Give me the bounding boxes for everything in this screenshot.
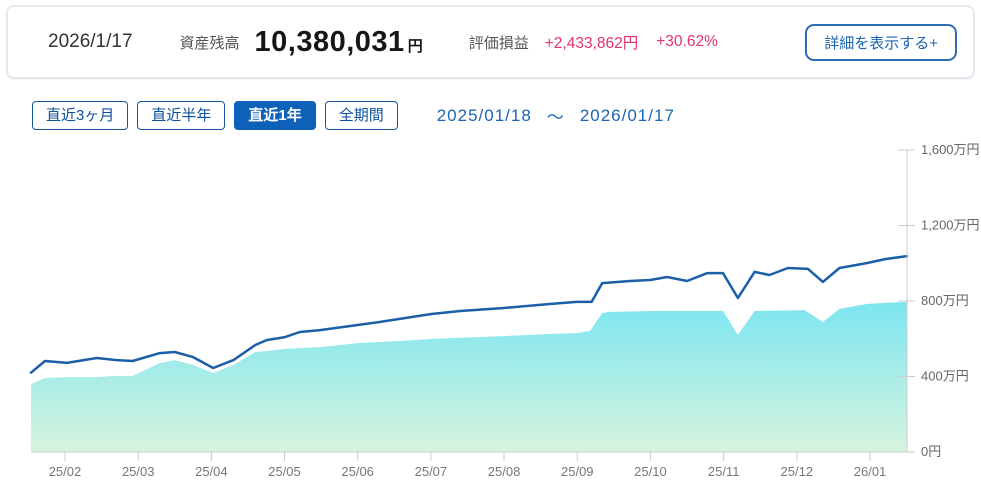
x-axis-label: 25/10 xyxy=(634,464,667,479)
x-axis-label: 25/08 xyxy=(488,464,521,479)
tab-all-period[interactable]: 全期間 xyxy=(324,101,398,130)
y-axis-label: 800万円 xyxy=(921,293,969,308)
balance-unit: 円 xyxy=(407,37,423,55)
x-axis-label: 25/12 xyxy=(781,464,814,479)
x-axis-label: 25/02 xyxy=(49,464,82,479)
y-axis-label: 400万円 xyxy=(921,369,969,384)
pl-amount: +2,433,862円 xyxy=(544,35,639,52)
tab-last-1-year[interactable]: 直近1年 xyxy=(234,101,316,130)
range-separator: ～ xyxy=(546,108,565,127)
as-of-date: 2026/1/17 xyxy=(48,31,133,52)
x-axis-label: 25/09 xyxy=(561,464,594,479)
total-assets-line-series xyxy=(29,254,909,374)
invested-amount-area-series xyxy=(31,301,907,452)
x-axis-label: 25/11 xyxy=(708,464,740,479)
balance: 10,380,031 円 xyxy=(255,26,423,59)
summary-card: 2026/1/17 資産残高 10,380,031 円 評価損益 +2,433,… xyxy=(6,5,975,79)
tab-last-6-months[interactable]: 直近半年 xyxy=(137,101,226,130)
show-details-button[interactable]: 詳細を表示する+ xyxy=(805,23,957,61)
range-end-date: 2026/01/17 xyxy=(579,105,675,125)
x-axis-label: 25/06 xyxy=(341,464,374,479)
pl-percent: +30.62% xyxy=(656,33,718,50)
date-range: 2025/01/18 ～ 2026/01/17 xyxy=(437,103,675,128)
y-axis-label: 1,600万円 xyxy=(921,142,980,157)
balance-value: 10,380,031 xyxy=(254,25,405,58)
asset-history-chart: 0円 400万円 800万円 1,200万円 1,600万円 25/02 25/03 25/0… xyxy=(29,142,980,479)
range-start-date: 2025/01/18 xyxy=(436,105,532,125)
pl-label: 評価損益 xyxy=(468,34,529,52)
y-axis-label: 0円 xyxy=(921,444,941,459)
period-controls: 直近3ヶ月 直近半年 直近1年 全期間 2025/01/18 ～ 2026/01… xyxy=(32,101,675,130)
x-axis-label: 25/03 xyxy=(122,464,155,479)
x-axis-label: 25/04 xyxy=(195,464,228,479)
x-axis-label: 25/07 xyxy=(415,464,448,479)
tab-last-3-months[interactable]: 直近3ヶ月 xyxy=(32,101,129,130)
x-axis-label: 25/05 xyxy=(268,464,301,479)
balance-label: 資産残高 xyxy=(179,34,240,52)
x-axis-label: 26/01 xyxy=(854,464,887,479)
y-axis-label: 1,200万円 xyxy=(921,218,980,233)
